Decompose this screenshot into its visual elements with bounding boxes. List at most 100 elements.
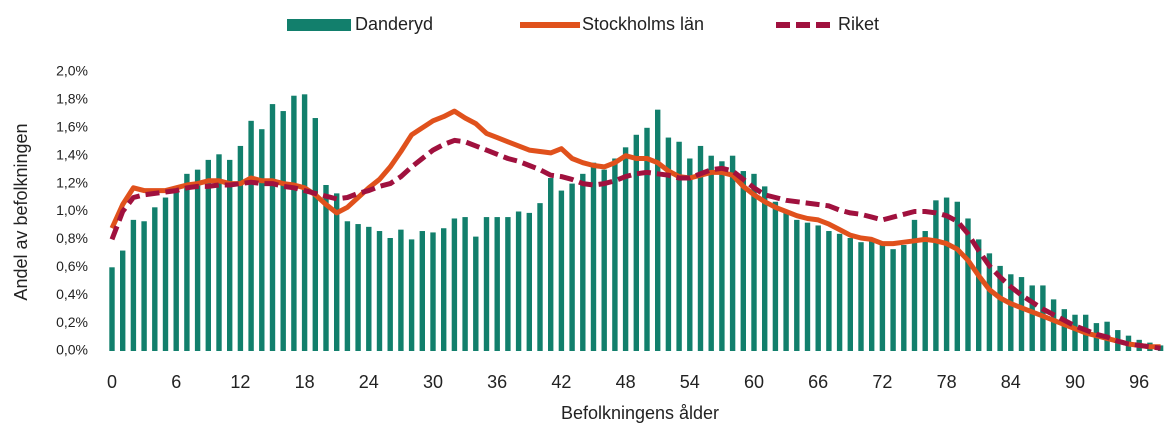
bar xyxy=(901,244,907,351)
bar xyxy=(376,231,383,351)
bar xyxy=(173,187,179,351)
bar xyxy=(291,95,297,351)
bar xyxy=(334,193,340,351)
bar xyxy=(419,231,425,351)
x-tick-label: 30 xyxy=(423,372,443,392)
bar xyxy=(237,145,244,351)
y-tick-label: 0,6% xyxy=(56,258,88,274)
bar xyxy=(430,232,436,351)
x-tick-label: 6 xyxy=(171,372,181,392)
bar xyxy=(515,211,522,351)
bar xyxy=(719,161,725,351)
bar xyxy=(441,228,447,351)
bar xyxy=(1008,274,1014,351)
bar xyxy=(590,162,597,351)
x-tick-label: 18 xyxy=(295,372,315,392)
bar xyxy=(1157,345,1164,351)
bar xyxy=(558,190,565,351)
bar xyxy=(462,217,468,351)
bar xyxy=(965,218,971,351)
x-tick-label: 72 xyxy=(872,372,892,392)
bar xyxy=(697,145,704,351)
bar xyxy=(665,137,672,351)
bar xyxy=(612,158,618,351)
bar xyxy=(301,94,308,351)
bar xyxy=(762,186,768,351)
line xyxy=(109,108,1161,350)
bar xyxy=(398,229,404,351)
y-tick-label: 0,2% xyxy=(56,314,88,330)
x-tick-label: 42 xyxy=(551,372,571,392)
legend-label: Danderyd xyxy=(355,14,433,34)
bar xyxy=(943,197,950,351)
bar xyxy=(1018,277,1025,351)
bar xyxy=(323,184,329,351)
x-tick-label: 96 xyxy=(1129,372,1149,392)
bar xyxy=(1029,285,1035,351)
bar xyxy=(815,225,821,351)
bar xyxy=(537,203,543,351)
legend-swatch xyxy=(287,19,351,31)
bar xyxy=(976,239,982,351)
x-tick-label: 36 xyxy=(487,372,507,392)
bar xyxy=(687,158,693,351)
bar xyxy=(387,238,393,351)
bar xyxy=(569,183,575,351)
y-tick-label: 1,0% xyxy=(56,202,88,218)
y-tick-label: 1,8% xyxy=(56,91,88,107)
line xyxy=(109,137,1161,351)
y-tick-label: 1,4% xyxy=(56,146,88,162)
bar xyxy=(1050,299,1057,351)
x-tick-label: 54 xyxy=(680,372,700,392)
x-tick-label: 0 xyxy=(107,372,117,392)
bar xyxy=(344,221,351,351)
bar xyxy=(494,217,500,351)
bar xyxy=(644,127,650,351)
legend-label: Riket xyxy=(838,14,879,34)
bar xyxy=(130,219,137,351)
bar xyxy=(269,104,276,352)
bar xyxy=(729,155,736,351)
bar xyxy=(109,267,115,351)
bar xyxy=(473,236,479,351)
x-tick-label: 90 xyxy=(1065,372,1085,392)
x-axis-title: Befolkningens ålder xyxy=(561,403,719,423)
bar xyxy=(676,141,682,351)
bar xyxy=(259,129,265,351)
bar xyxy=(548,178,554,351)
x-tick-label: 24 xyxy=(359,372,379,392)
bar xyxy=(922,231,928,351)
bar xyxy=(312,118,318,351)
y-tick-label: 1,6% xyxy=(56,119,88,135)
x-tick-label: 78 xyxy=(937,372,957,392)
x-tick-label: 60 xyxy=(744,372,764,392)
x-tick-label: 12 xyxy=(230,372,250,392)
bar xyxy=(120,250,126,351)
bar xyxy=(248,120,254,351)
bar xyxy=(141,221,147,351)
bar xyxy=(954,201,960,351)
y-tick-label: 0,4% xyxy=(56,286,88,302)
x-tick-label: 48 xyxy=(616,372,636,392)
bar xyxy=(601,169,607,351)
x-tick-label: 66 xyxy=(808,372,828,392)
y-axis-title: Andel av befolkningen xyxy=(11,123,31,300)
bar xyxy=(826,231,832,351)
bar xyxy=(633,134,639,351)
bar xyxy=(451,218,458,351)
bar xyxy=(933,200,939,351)
bar xyxy=(804,222,811,351)
bar xyxy=(858,242,864,351)
bar xyxy=(1061,309,1067,351)
y-tick-label: 1,2% xyxy=(56,174,88,190)
bar xyxy=(184,173,190,351)
bar xyxy=(751,173,757,351)
bar xyxy=(152,207,158,351)
bar xyxy=(205,159,211,351)
bar xyxy=(580,173,586,351)
bar xyxy=(162,197,169,351)
y-tick-label: 2,0% xyxy=(56,63,88,79)
y-tick-label: 0,8% xyxy=(56,230,88,246)
bar xyxy=(216,154,222,351)
